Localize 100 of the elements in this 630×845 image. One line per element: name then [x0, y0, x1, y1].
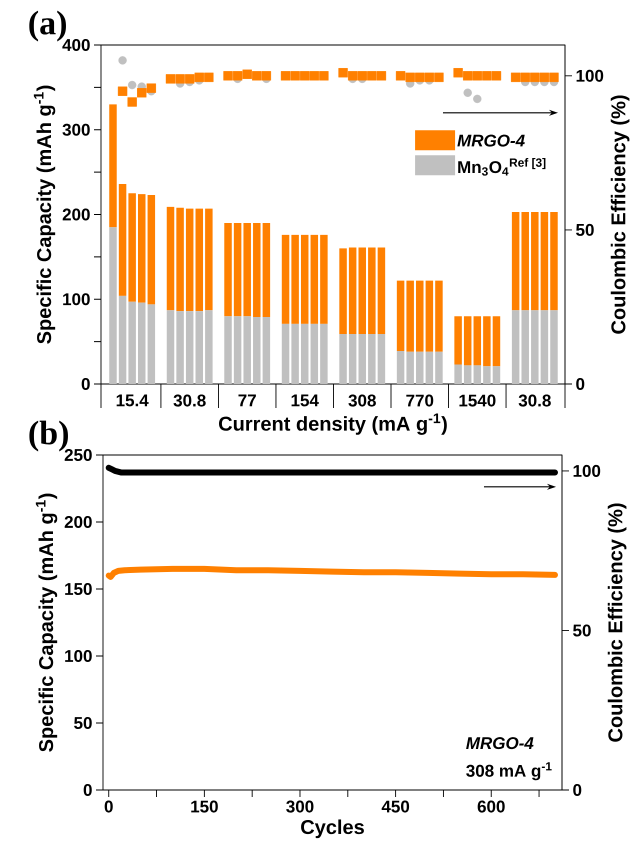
point	[166, 74, 176, 84]
bar	[416, 280, 424, 352]
point	[453, 68, 463, 78]
point	[434, 72, 444, 82]
point	[175, 74, 185, 84]
bar	[464, 316, 472, 366]
point	[319, 71, 329, 81]
bar	[435, 352, 443, 384]
y-tick-label: 250	[64, 448, 92, 462]
legend-label: Mn$_{3}$O$_{4}$Ref [3]	[458, 158, 546, 176]
x-tick-label: 77	[238, 394, 256, 406]
bar	[320, 234, 328, 324]
bar	[474, 316, 482, 366]
bar	[109, 227, 117, 384]
point	[348, 71, 358, 81]
point	[252, 71, 262, 81]
bar	[358, 248, 366, 334]
bar	[300, 234, 308, 324]
bar	[253, 317, 261, 384]
point	[127, 97, 137, 107]
bar	[396, 280, 404, 351]
bar	[512, 212, 520, 310]
bar	[426, 352, 434, 384]
point	[473, 94, 482, 104]
bar	[234, 222, 242, 316]
bar	[531, 212, 539, 310]
x-tick-label: 600	[478, 800, 505, 813]
point	[472, 71, 482, 81]
bar	[166, 206, 174, 310]
y-axis-title: Specific Capacity (mAh g$^{-1}$)	[34, 86, 56, 344]
point	[424, 72, 434, 82]
bar	[426, 280, 434, 352]
x-tick-label: 308	[348, 394, 376, 407]
bar	[128, 193, 136, 302]
point	[367, 71, 377, 81]
chart-title: (a)	[29, 10, 66, 42]
y2-tick-label: 50	[576, 224, 594, 236]
bar	[464, 365, 472, 384]
bar	[474, 365, 482, 384]
bar	[358, 334, 366, 384]
bar	[291, 324, 299, 384]
point	[540, 72, 550, 82]
point	[376, 71, 386, 81]
y-tick-label: 200	[64, 516, 92, 528]
point	[520, 72, 530, 82]
bar	[224, 316, 232, 384]
bar	[291, 234, 299, 324]
bar	[166, 310, 174, 384]
bar	[262, 222, 270, 318]
point	[464, 88, 472, 97]
bar	[406, 352, 414, 384]
bar	[262, 317, 270, 384]
bar	[540, 212, 548, 310]
bar	[483, 316, 491, 366]
y-tick-label: 200	[62, 208, 90, 221]
bar	[205, 208, 213, 310]
bar	[300, 324, 308, 384]
bar	[282, 324, 290, 384]
annotation: 308 mA g$^{-1}$	[466, 762, 552, 780]
point	[405, 72, 415, 82]
bar	[234, 316, 242, 384]
x-tick-label: 150	[191, 800, 218, 813]
bar	[396, 350, 404, 384]
point	[358, 71, 367, 81]
point	[280, 71, 290, 81]
point	[194, 72, 204, 82]
point	[482, 71, 492, 81]
point	[232, 71, 242, 81]
bar	[512, 310, 520, 384]
bar	[176, 208, 184, 312]
y-tick-label: 0	[82, 378, 90, 390]
bar	[378, 248, 386, 334]
y-tick-label: 100	[65, 650, 92, 662]
bar	[196, 208, 204, 312]
x-tick-label: 450	[382, 800, 410, 813]
point	[128, 80, 136, 90]
point	[146, 83, 156, 93]
x-tick-label: 1540	[459, 394, 496, 407]
y2-tick-label: 50	[573, 624, 591, 636]
point	[415, 72, 424, 82]
y2-tick-label: 0	[573, 784, 582, 796]
y-tick-label: 150	[65, 582, 92, 596]
point	[137, 88, 146, 98]
y-tick-label: 300	[62, 124, 90, 136]
bar	[186, 311, 194, 384]
bar	[368, 334, 376, 384]
point	[300, 71, 310, 81]
y2-axis-title: Coulombic Efficiency (%)	[610, 95, 630, 334]
x-tick-label: 30.8	[174, 394, 206, 407]
bar	[540, 310, 548, 384]
bar	[282, 234, 290, 324]
bar	[550, 310, 558, 384]
point	[310, 71, 320, 81]
bar	[454, 316, 462, 364]
point	[549, 72, 559, 82]
bar	[348, 248, 356, 334]
point	[118, 86, 128, 96]
bar	[118, 296, 126, 384]
point	[396, 71, 406, 81]
y-axis-title: Specific Capacity (mAh g$^{-1}$)	[36, 494, 58, 752]
